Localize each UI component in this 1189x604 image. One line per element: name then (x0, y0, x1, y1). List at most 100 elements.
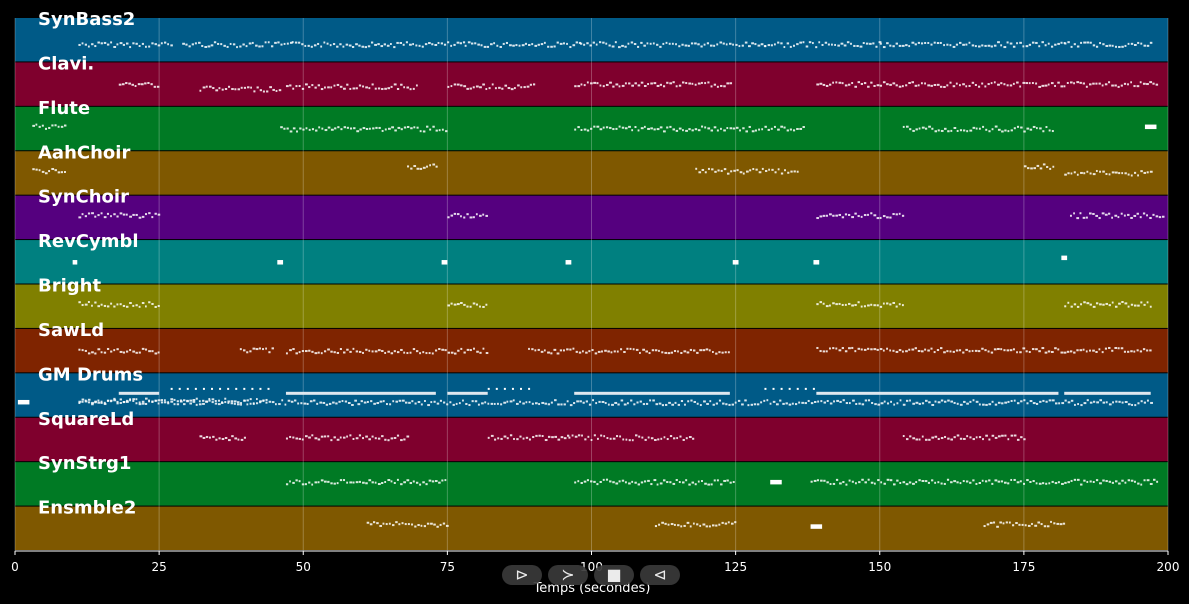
note (145, 45, 147, 48)
note (652, 399, 655, 402)
note (860, 348, 863, 351)
note (817, 400, 820, 403)
note (1111, 171, 1115, 174)
note (538, 434, 541, 437)
note (352, 437, 355, 440)
note (151, 216, 154, 219)
note (221, 88, 224, 91)
note (824, 41, 828, 44)
note (643, 85, 647, 88)
note (368, 127, 371, 130)
note (670, 351, 674, 354)
note (829, 347, 831, 350)
note (503, 387, 506, 390)
note (1095, 214, 1099, 217)
note (327, 480, 330, 483)
stop-button[interactable]: ■ (594, 565, 634, 585)
note (713, 44, 716, 47)
note (870, 348, 873, 351)
note (669, 82, 673, 85)
note (1022, 81, 1026, 84)
note (121, 83, 125, 86)
note (179, 399, 182, 402)
note (946, 478, 950, 481)
note (409, 43, 412, 46)
note (1089, 212, 1092, 215)
note (368, 349, 371, 352)
note (339, 348, 342, 351)
note (596, 437, 599, 440)
note (509, 400, 513, 403)
note (38, 125, 41, 128)
note (320, 88, 324, 91)
note (697, 82, 701, 85)
note (429, 128, 432, 131)
note (398, 523, 401, 526)
note (981, 347, 984, 350)
note (1073, 478, 1077, 481)
note (599, 128, 603, 131)
note (409, 482, 413, 485)
note (731, 522, 734, 525)
next-button[interactable]: ≻ (548, 565, 588, 585)
note (1101, 84, 1104, 87)
note (205, 435, 209, 438)
note (593, 125, 596, 128)
note (1092, 82, 1095, 85)
note (393, 481, 396, 484)
note (735, 126, 739, 129)
note (609, 126, 612, 129)
note (1124, 400, 1128, 403)
note (612, 437, 616, 440)
note (1050, 45, 1054, 48)
note (924, 82, 927, 85)
note (103, 351, 107, 354)
note (978, 85, 981, 88)
note (557, 403, 560, 406)
note (220, 43, 223, 46)
note (723, 168, 727, 171)
note (848, 83, 851, 86)
note (1101, 212, 1105, 215)
note (730, 170, 733, 173)
note (590, 480, 593, 483)
note (959, 41, 962, 44)
note (135, 398, 138, 401)
note (1102, 479, 1105, 482)
note (122, 213, 126, 216)
note (393, 83, 397, 86)
note (704, 482, 707, 485)
note (812, 387, 815, 390)
note (956, 434, 960, 437)
note (262, 399, 265, 402)
note (503, 401, 507, 404)
note (668, 42, 671, 45)
note (823, 401, 827, 404)
note (401, 399, 405, 402)
track-label: SynStrg1 (38, 453, 131, 474)
note (316, 402, 319, 405)
play-back-button[interactable]: ⊲ (640, 565, 680, 585)
note (91, 43, 94, 46)
note (594, 352, 598, 355)
note (1083, 41, 1087, 44)
note (704, 126, 707, 129)
note (744, 399, 747, 402)
note (909, 399, 911, 402)
note (189, 399, 193, 402)
note (1051, 480, 1054, 483)
note (867, 304, 870, 307)
note (1127, 213, 1130, 216)
note (385, 523, 388, 526)
note (186, 400, 189, 403)
note (304, 83, 308, 86)
note (1080, 303, 1083, 306)
note (1144, 124, 1157, 130)
note (918, 127, 921, 130)
track-lane (15, 373, 1168, 417)
note (640, 41, 643, 44)
note (336, 83, 340, 86)
note (1085, 216, 1088, 219)
play-forward-button[interactable]: ⊳ (502, 565, 542, 585)
note (387, 479, 391, 482)
